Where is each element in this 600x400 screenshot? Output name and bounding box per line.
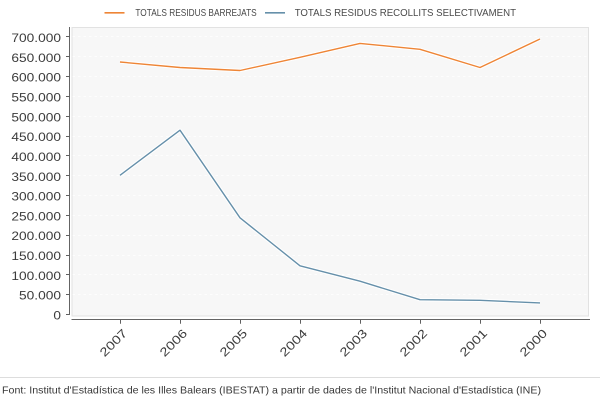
svg-text:TOTALS RESIDUS RECOLLITS SELEC: TOTALS RESIDUS RECOLLITS SELECTIVAMENT [295,8,516,19]
svg-text:650.000: 650.000 [11,51,61,65]
svg-text:350.000: 350.000 [11,170,61,184]
svg-text:50.000: 50.000 [19,289,61,303]
svg-text:600.000: 600.000 [11,71,61,85]
svg-text:200.000: 200.000 [11,229,61,243]
svg-text:TOTALS RESIDUS BARREJATS: TOTALS RESIDUS BARREJATS [135,8,257,19]
svg-text:450.000: 450.000 [11,130,61,144]
svg-text:150.000: 150.000 [11,249,61,263]
svg-text:400.000: 400.000 [11,150,61,164]
svg-text:550.000: 550.000 [11,91,61,105]
svg-text:500.000: 500.000 [11,110,61,124]
svg-text:100.000: 100.000 [11,269,61,283]
svg-text:300.000: 300.000 [11,190,61,204]
svg-text:Font: Institut d'Estadística d: Font: Institut d'Estadística de les Ille… [2,384,541,396]
svg-text:250.000: 250.000 [11,209,61,223]
svg-text:0: 0 [53,309,61,323]
svg-text:700.000: 700.000 [11,31,61,45]
